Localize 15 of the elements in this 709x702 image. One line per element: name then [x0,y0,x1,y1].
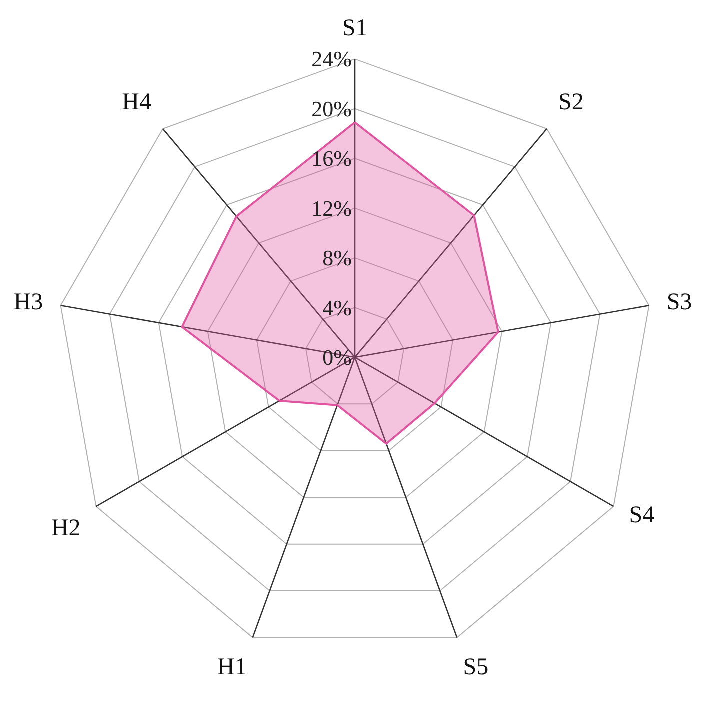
y-tick-label: 8% [322,246,352,271]
spoke-label: H2 [51,516,81,542]
y-tick-label: 12% [312,196,352,221]
spoke-label: H1 [217,654,247,681]
spoke-label: H4 [122,89,152,116]
spoke-label: S1 [342,15,368,42]
y-tick-label: 24% [312,46,352,72]
spoke-label: S3 [666,290,692,316]
y-tick-label: 20% [312,96,352,122]
y-tick-label: 16% [312,146,352,172]
spoke-label: S2 [558,89,584,116]
spoke-label: S5 [463,654,489,681]
spoke-label: H3 [14,290,44,316]
y-tick-label: 4% [322,295,352,320]
spoke-label: S4 [629,502,655,529]
